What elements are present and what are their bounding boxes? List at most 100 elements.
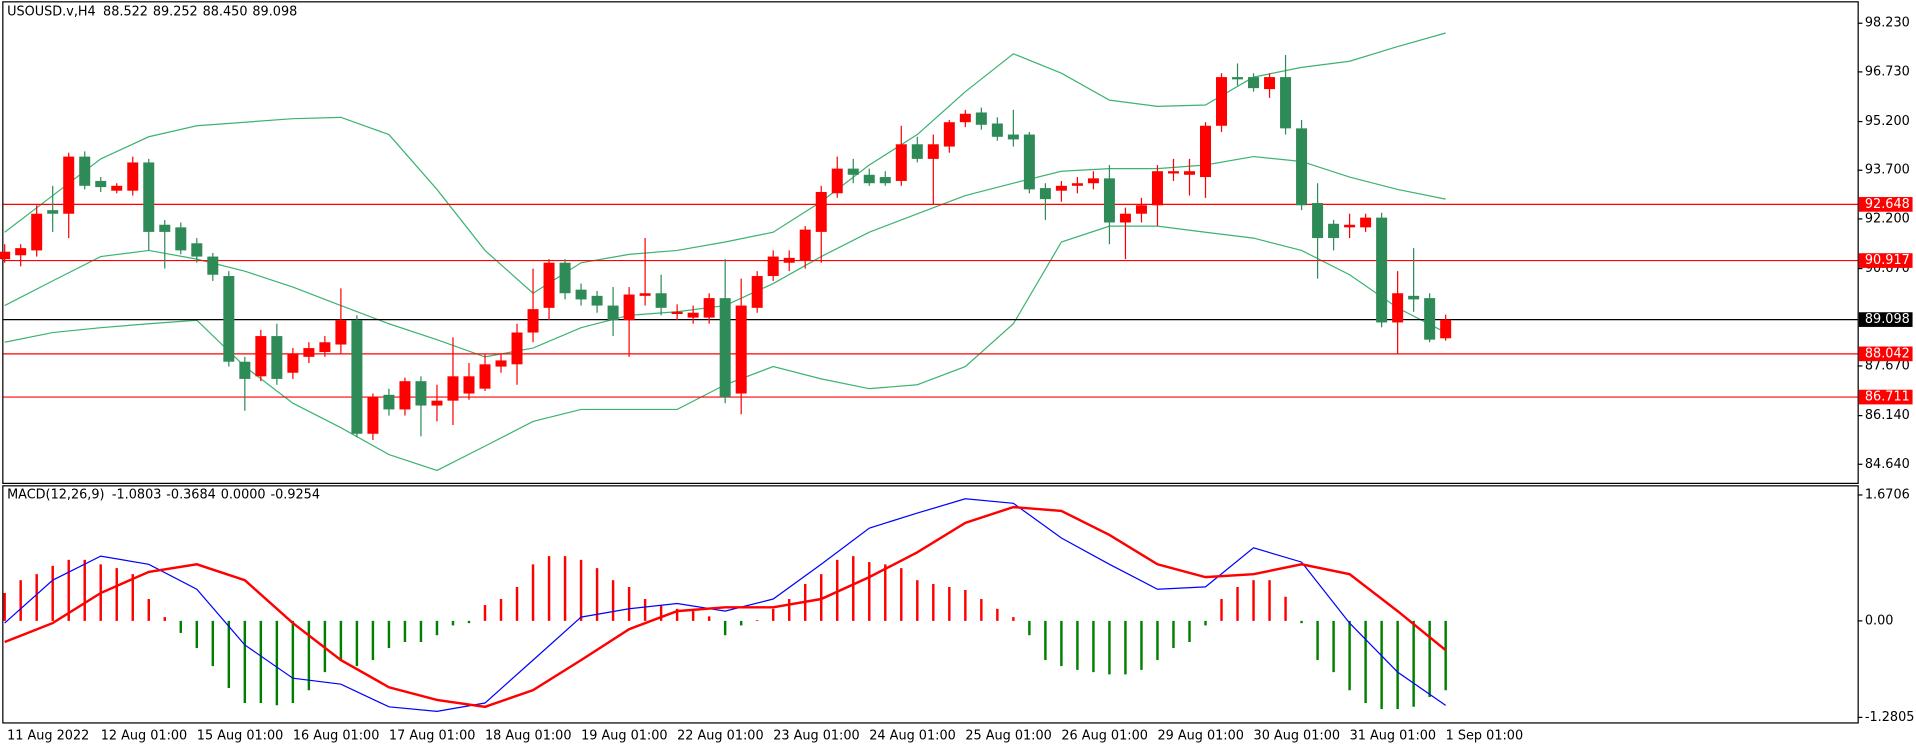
macd-line (4, 505, 1447, 709)
candle-body (175, 227, 187, 251)
candle-body (959, 113, 971, 123)
x-tick-label: 17 Aug 01:00 (389, 728, 476, 743)
candle-body (319, 342, 331, 352)
x-tick-label: 11 Aug 2022 (7, 728, 89, 743)
x-tick-label: 22 Aug 01:00 (677, 728, 763, 743)
y-tick-label: 84.640 (1865, 457, 1910, 472)
candle-body (1232, 77, 1244, 80)
x-tick-label: 26 Aug 01:00 (1061, 728, 1148, 743)
candle-body (527, 309, 539, 333)
level-label-box (1858, 253, 1913, 268)
info-value: -0.9254 (270, 488, 320, 503)
candle-body (447, 376, 459, 401)
candle-body (223, 276, 235, 362)
candle-body (47, 210, 59, 214)
candle-body (671, 311, 683, 315)
candle-body (143, 162, 155, 232)
x-tick-label: 30 Aug 01:00 (1254, 728, 1341, 743)
x-tick-label: 1 Sep 01:00 (1446, 728, 1523, 743)
candle-body (1264, 77, 1276, 90)
candle-body (399, 381, 411, 410)
info-value: 88.522 (103, 5, 148, 20)
candle-body (1392, 293, 1404, 323)
candle-body (79, 156, 91, 186)
candle-body (367, 397, 379, 434)
x-tick-label: 16 Aug 01:00 (293, 728, 380, 743)
info-value: -0.3684 (166, 488, 216, 503)
candle-body (95, 180, 107, 188)
level-label: 92.648 (1865, 197, 1910, 212)
candle-body (799, 229, 811, 261)
candle-body (255, 336, 267, 377)
y-tick-label: -1.2805 (1865, 710, 1915, 725)
level-label-box (1858, 312, 1913, 327)
candle-body (831, 168, 843, 194)
candle-body (1344, 224, 1356, 228)
y-tick-label: 92.200 (1865, 211, 1910, 226)
indicator-title: MACD(12,26,9) (7, 488, 104, 503)
y-tick-label: 98.230 (1865, 16, 1910, 31)
candle-body (847, 168, 859, 175)
x-tick-label: 12 Aug 01:00 (101, 728, 188, 743)
info-value: 89.098 (252, 5, 297, 20)
candle-body (479, 364, 491, 389)
candle-body (1440, 319, 1452, 339)
candle-body (271, 336, 283, 379)
level-label-box (1858, 389, 1913, 405)
candle-body (415, 381, 427, 406)
x-tick-label: 31 Aug 01:00 (1350, 728, 1437, 743)
level-label: 90.917 (1865, 253, 1910, 268)
x-tick-label: 23 Aug 01:00 (773, 728, 860, 743)
y-tick-label: 86.140 (1865, 408, 1910, 423)
candle-body (1023, 134, 1035, 190)
candle-body (1296, 128, 1308, 206)
candle-body (511, 332, 523, 365)
price-frame (2, 1, 1859, 485)
candle-body (575, 289, 587, 300)
candle-body (607, 305, 619, 321)
candle-body (351, 320, 363, 434)
candle-body (1103, 178, 1115, 223)
candle-body (735, 305, 747, 394)
level-label: 89.098 (1865, 312, 1910, 327)
candle-body (431, 400, 443, 406)
candle-body (943, 122, 955, 147)
candle-body (1039, 188, 1051, 200)
candle-body (655, 293, 667, 308)
y-tick-label: 87.670 (1865, 358, 1910, 373)
candle-body (1167, 171, 1179, 174)
candle-body (239, 361, 251, 379)
candle-body (1087, 178, 1099, 184)
y-tick-label: 96.730 (1865, 64, 1910, 79)
x-tick-label: 24 Aug 01:00 (869, 728, 956, 743)
info-value: 89.252 (153, 5, 198, 20)
candle-body (863, 174, 875, 184)
level-label-box (1858, 346, 1913, 362)
candle-body (879, 177, 891, 184)
candle-body (1007, 134, 1019, 140)
candle-body (559, 262, 571, 294)
candle-body (1424, 298, 1436, 340)
level-label: 88.042 (1865, 346, 1910, 361)
candle-body (1135, 205, 1147, 214)
candle-body (1248, 77, 1260, 89)
x-tick-label: 19 Aug 01:00 (581, 728, 667, 743)
candle-body (1280, 77, 1292, 129)
y-tick-label: 93.700 (1865, 163, 1910, 178)
plot: 98.23096.73095.20093.70092.20090.67087.6… (0, 5, 1915, 743)
candle-body (15, 248, 27, 256)
indicator-title: USOUSD.v,H4 (7, 5, 96, 20)
candle-body (543, 262, 555, 308)
candle-body (783, 257, 795, 263)
candle-body (703, 298, 715, 318)
candle-body (303, 348, 315, 357)
candle-body (495, 360, 507, 367)
candle-body (207, 256, 219, 275)
candle-body (1183, 171, 1195, 175)
x-tick-label: 29 Aug 01:00 (1157, 728, 1244, 743)
candle-body (639, 293, 651, 296)
info-value: -1.0803 (112, 488, 162, 503)
candle-body (1119, 213, 1131, 223)
candle-body (1200, 125, 1211, 178)
